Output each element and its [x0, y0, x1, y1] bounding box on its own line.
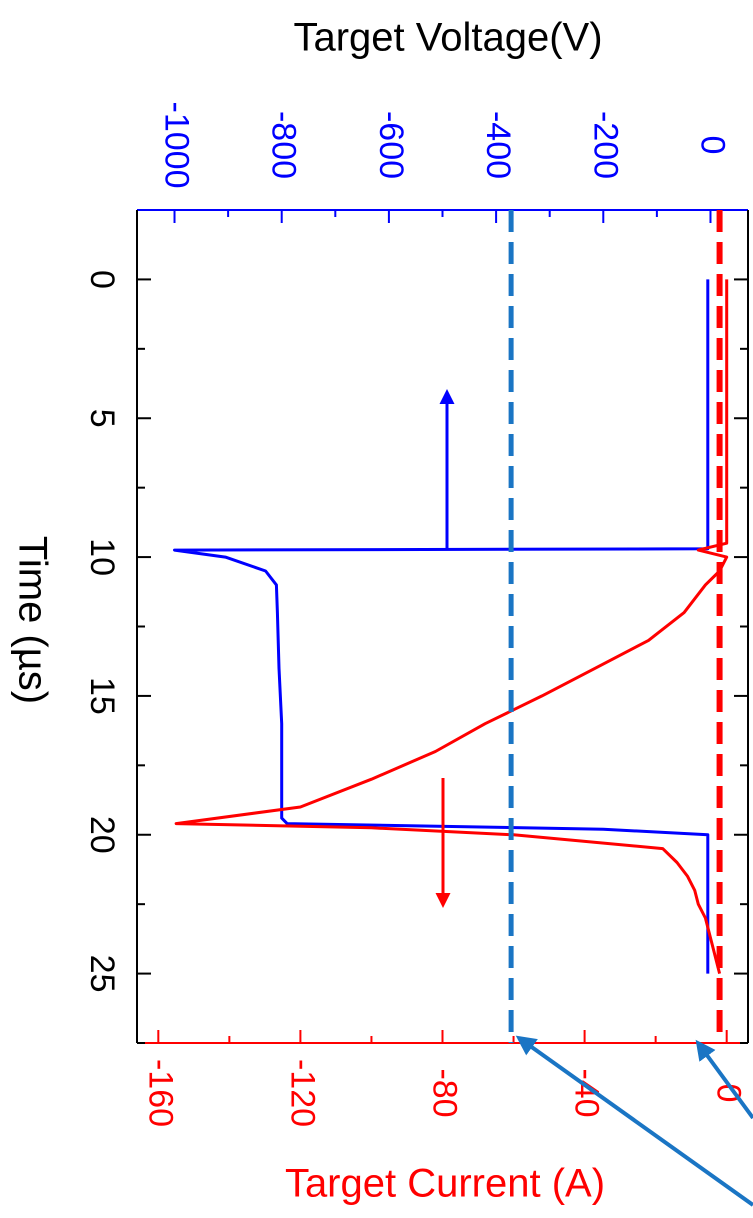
- current-axis-title: Target Current (A): [285, 1162, 605, 1206]
- voltage-tick-label: -800: [265, 111, 303, 179]
- reference-lines-layer: [508, 210, 723, 1043]
- time-tick-label: 25: [83, 955, 121, 993]
- axes-layer: [136, 209, 749, 1044]
- voltage-axis-title: Target Voltage(V): [293, 16, 602, 60]
- ticks-layer: 0 5 10 15 20 25 -1000 -800 -600 -400 -200 0 -160 -120…: [83, 102, 748, 1127]
- time-tick-label: 5: [83, 409, 121, 428]
- time-tick-label: 20: [83, 816, 121, 854]
- voltage-tick-label: 0: [693, 136, 731, 155]
- voltage-tick-label: -200: [586, 111, 624, 179]
- time-tick-label: 0: [83, 270, 121, 289]
- time-tick-label: 15: [83, 677, 121, 715]
- current-tick-label: -160: [141, 1059, 179, 1127]
- current-tick-label: -120: [283, 1059, 321, 1127]
- current-ref-pointer-arrow: [695, 1039, 753, 1120]
- voltage-series-line: [173, 279, 710, 974]
- current-series-line: [174, 279, 729, 974]
- current-tick-label: -80: [426, 1068, 464, 1117]
- voltage-tick-label: -400: [479, 111, 517, 179]
- time-axis-title: Time (µs): [10, 536, 54, 704]
- voltage-tick-label: -1000: [158, 102, 196, 189]
- annotations-layer: [435, 389, 753, 1207]
- time-tick-label: 10: [83, 538, 121, 576]
- voltage-ref-pointer-arrow: [515, 1035, 753, 1207]
- series-layer: [173, 279, 729, 974]
- voltage-tick-label: -600: [372, 111, 410, 179]
- axis-labels-layer: Target Voltage(V) Target Current (A) Time …: [10, 16, 605, 1206]
